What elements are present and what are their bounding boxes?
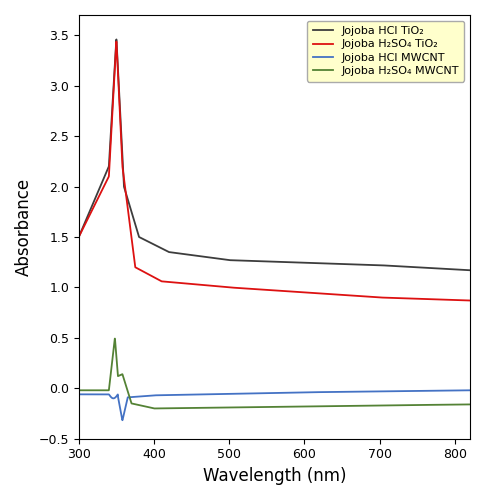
Y-axis label: Absorbance: Absorbance: [15, 178, 33, 276]
Legend: Jojoba HCl TiO₂, Jojoba H₂SO₄ TiO₂, Jojoba HCl MWCNT, Jojoba H₂SO₄ MWCNT: Jojoba HCl TiO₂, Jojoba H₂SO₄ TiO₂, Jojo…: [306, 20, 464, 82]
Jojoba HCl TiO₂: [240, 258, 245, 264]
Jojoba HCl TiO₂: [389, 263, 394, 269]
Jojoba H₂SO₄ TiO₂: [164, 279, 169, 285]
Jojoba H₂SO₄ MWCNT: [389, 402, 395, 408]
Jojoba H₂SO₄ MWCNT: [88, 388, 94, 394]
Jojoba H₂SO₄ MWCNT: [151, 406, 157, 411]
Jojoba H₂SO₄ TiO₂: [88, 209, 94, 215]
Jojoba H₂SO₄ MWCNT: [164, 406, 169, 411]
Jojoba HCl MWCNT: [407, 388, 412, 394]
Jojoba HCl MWCNT: [88, 392, 94, 398]
Jojoba HCl MWCNT: [240, 390, 245, 396]
Jojoba H₂SO₄ MWCNT: [408, 402, 413, 408]
Jojoba HCl MWCNT: [76, 392, 81, 398]
Jojoba H₂SO₄ TiO₂: [389, 295, 394, 301]
Jojoba H₂SO₄ TiO₂: [113, 38, 119, 44]
Jojoba HCl TiO₂: [88, 205, 94, 211]
Jojoba HCl MWCNT: [164, 392, 169, 398]
X-axis label: Wavelength (nm): Wavelength (nm): [202, 467, 346, 485]
Jojoba HCl MWCNT: [466, 388, 472, 394]
Jojoba H₂SO₄ MWCNT: [76, 388, 81, 394]
Jojoba H₂SO₄ MWCNT: [466, 402, 472, 407]
Jojoba H₂SO₄ TiO₂: [76, 234, 81, 240]
Jojoba H₂SO₄ TiO₂: [240, 286, 245, 292]
Jojoba H₂SO₄ TiO₂: [407, 296, 412, 302]
Jojoba H₂SO₄ TiO₂: [466, 298, 472, 304]
Jojoba H₂SO₄ MWCNT: [241, 404, 246, 410]
Jojoba H₂SO₄ TiO₂: [318, 290, 324, 296]
Jojoba H₂SO₄ MWCNT: [319, 403, 325, 409]
Jojoba HCl TiO₂: [318, 260, 324, 266]
Jojoba HCl MWCNT: [120, 417, 125, 423]
Jojoba HCl TiO₂: [407, 264, 412, 270]
Line: Jojoba HCl TiO₂: Jojoba HCl TiO₂: [78, 40, 469, 270]
Jojoba HCl MWCNT: [318, 389, 324, 395]
Line: Jojoba H₂SO₄ MWCNT: Jojoba H₂SO₄ MWCNT: [78, 338, 469, 408]
Jojoba HCl TiO₂: [466, 267, 472, 273]
Jojoba HCl TiO₂: [76, 234, 81, 240]
Line: Jojoba HCl MWCNT: Jojoba HCl MWCNT: [78, 390, 469, 420]
Jojoba HCl MWCNT: [389, 388, 394, 394]
Jojoba HCl TiO₂: [113, 36, 119, 43]
Jojoba H₂SO₄ MWCNT: [112, 336, 118, 342]
Line: Jojoba H₂SO₄ TiO₂: Jojoba H₂SO₄ TiO₂: [78, 42, 469, 300]
Jojoba HCl TiO₂: [164, 248, 169, 254]
